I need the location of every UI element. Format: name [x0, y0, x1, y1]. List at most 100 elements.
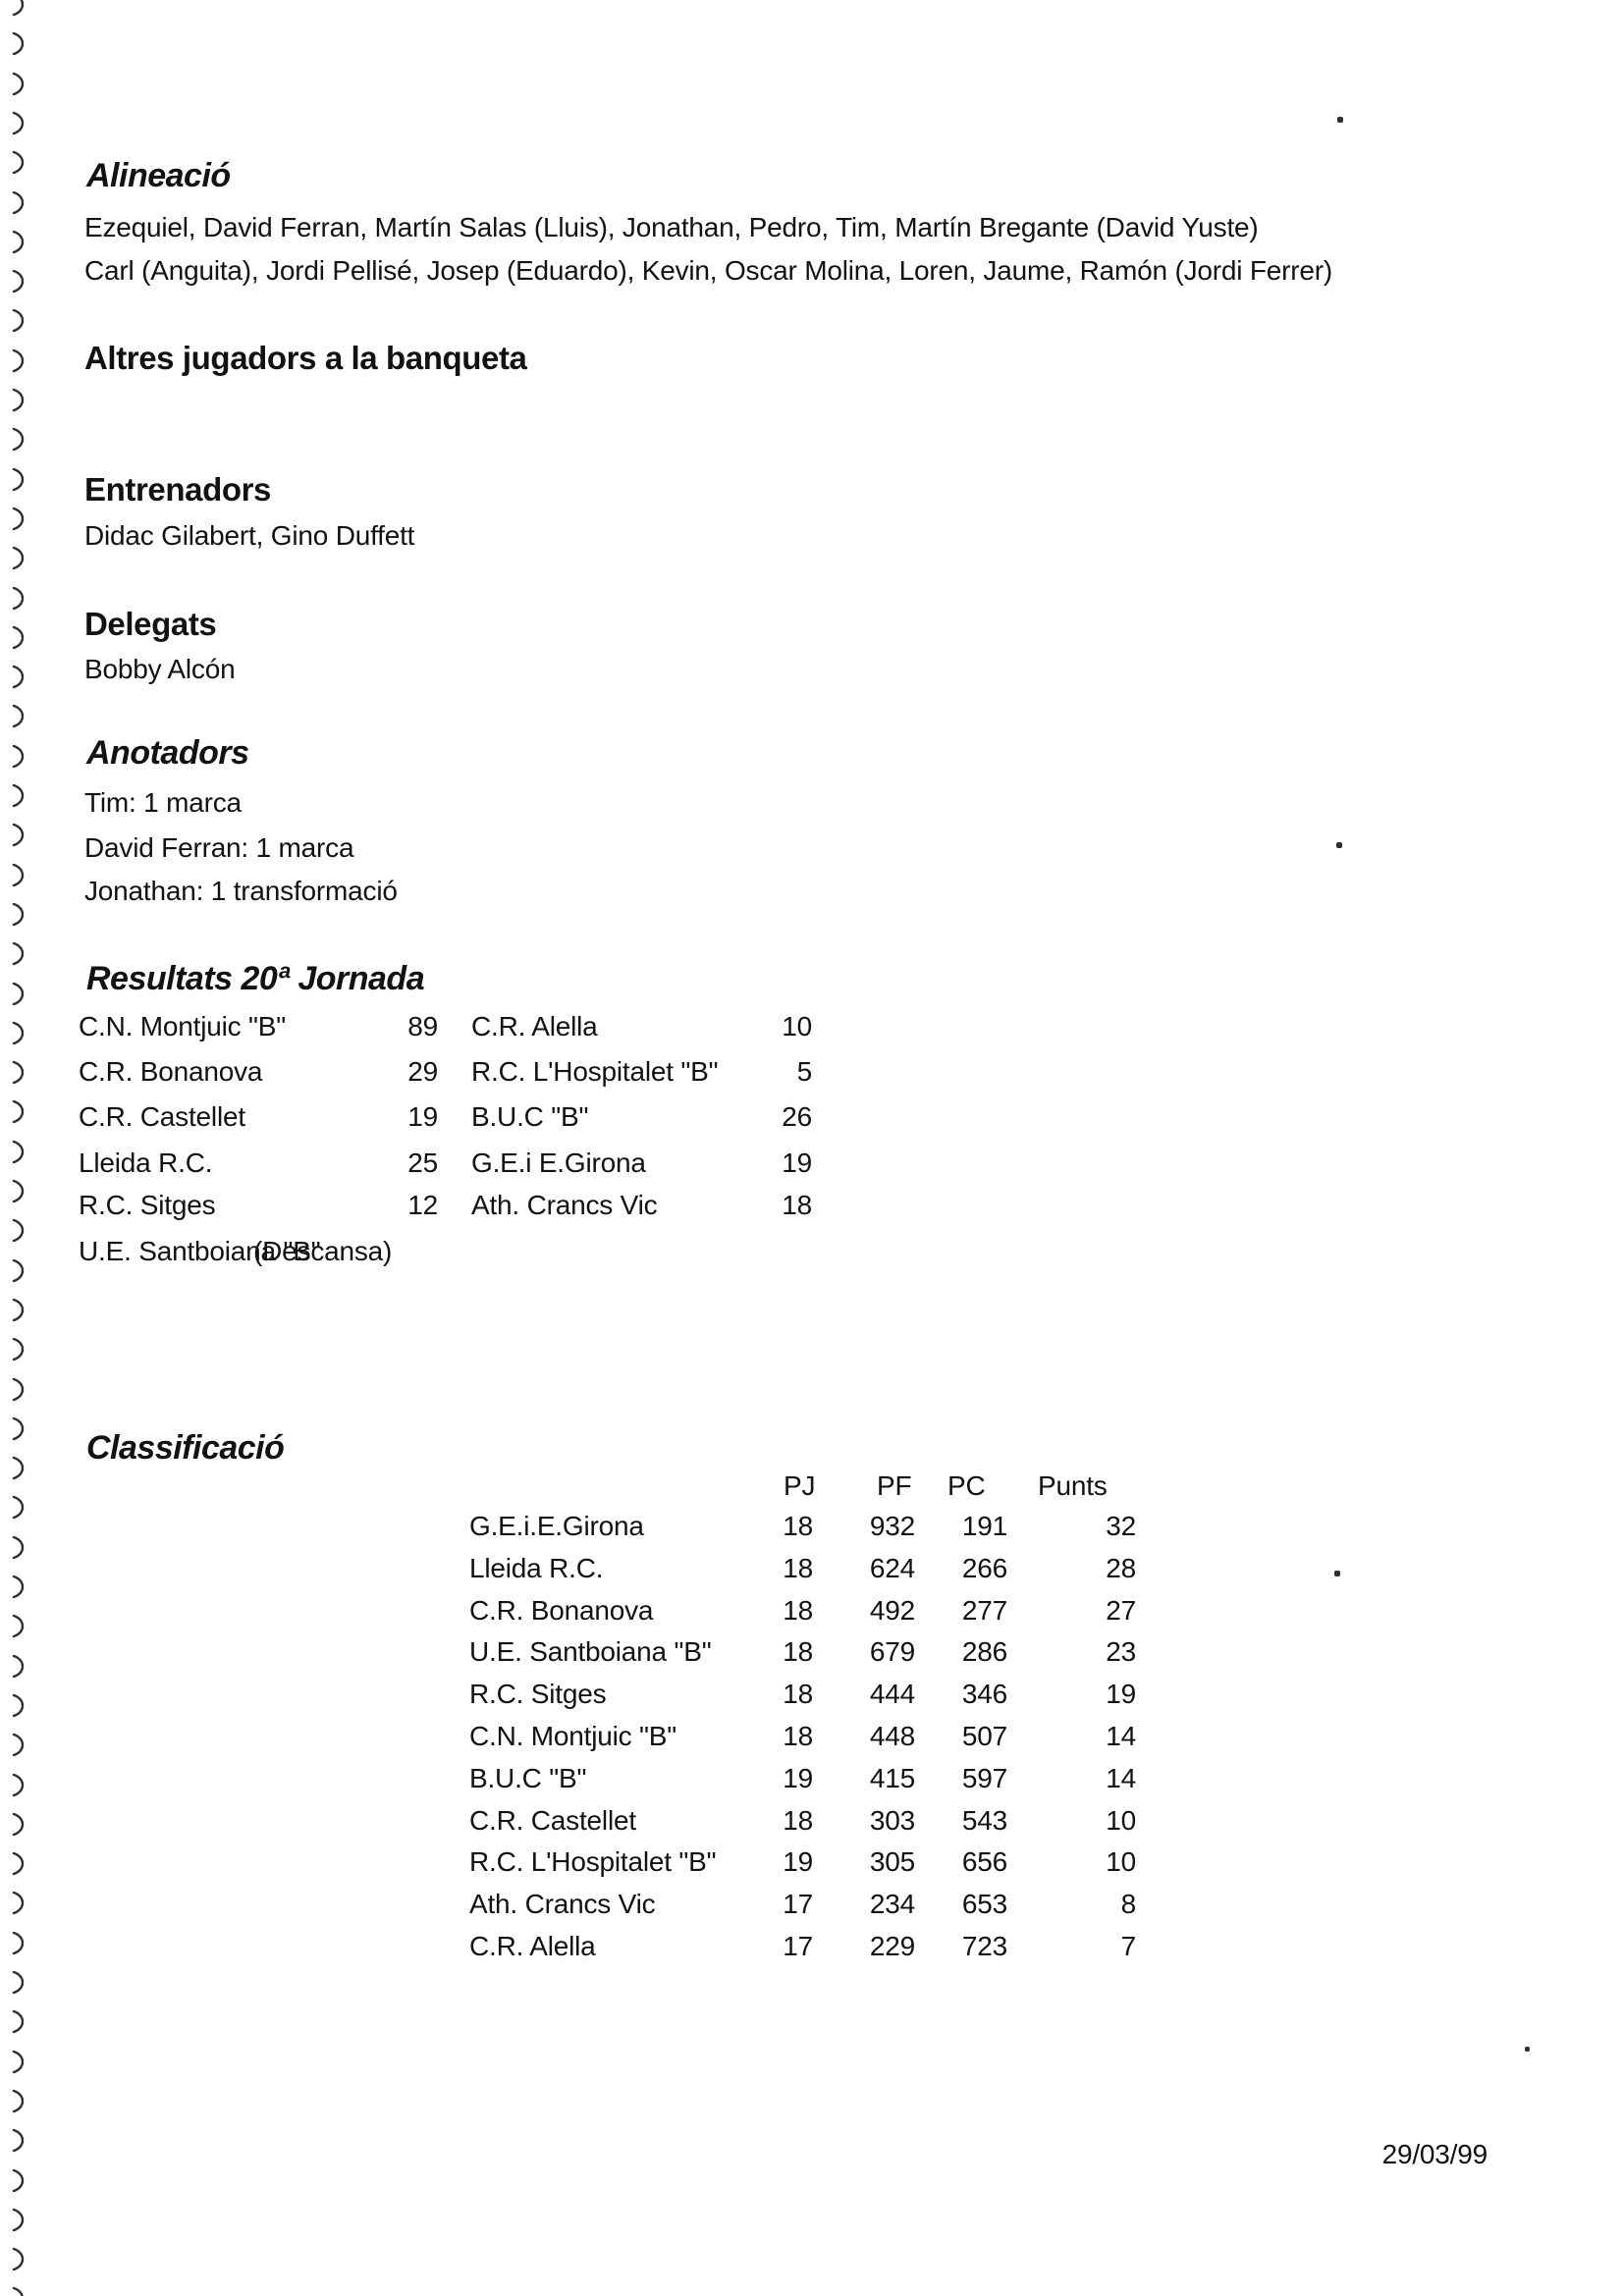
binding-mark	[11, 2286, 28, 2296]
team-name: R.C. Sitges	[469, 1679, 607, 1709]
match-row: Lleida R.C. 25 G.E.i E.Girona 19	[0, 1148, 1623, 1185]
binding-mark	[11, 2050, 28, 2074]
punts-value: 8	[1120, 1889, 1137, 1919]
pj-value: 18	[783, 1721, 813, 1751]
punts-value: 14	[1106, 1763, 1136, 1793]
pf-value: 492	[869, 1595, 915, 1626]
binding-mark	[11, 2247, 28, 2271]
binding-mark	[11, 941, 28, 966]
standings-row: U.E. Santboiana "B" 18 679 286 23	[0, 1636, 1623, 1674]
binding-mark	[11, 1060, 28, 1085]
pc-value: 277	[961, 1595, 1007, 1626]
team-name: C.N. Montjuic "B"	[469, 1721, 676, 1751]
binding-mark	[11, 72, 28, 96]
binding-mark	[11, 31, 28, 56]
standings-row: Ath. Crancs Vic 17 234 653 8	[0, 1889, 1623, 1926]
team-name: C.R. Alella	[469, 1931, 596, 1961]
away-score: 26	[782, 1101, 812, 1132]
standings-row: G.E.i.E.Girona 18 932 191 32	[0, 1511, 1623, 1548]
standings-row: C.R. Castellet 18 303 543 10	[0, 1805, 1623, 1842]
ink-speckle	[1334, 1571, 1340, 1576]
team-name: Ath. Crancs Vic	[469, 1889, 656, 1919]
binding-mark	[11, 1970, 28, 1995]
pc-value: 653	[961, 1889, 1007, 1919]
home-score: 89	[407, 1011, 438, 1041]
pc-value: 656	[961, 1846, 1007, 1877]
pj-value: 18	[783, 1595, 813, 1626]
team-name: R.C. L'Hospitalet "B"	[469, 1846, 717, 1877]
resultats-title: Resultats 20ª Jornada	[86, 960, 425, 997]
classificacio-title: Classificació	[86, 1429, 285, 1467]
binding-mark	[11, 902, 28, 927]
home-score: 19	[407, 1101, 438, 1132]
team-name: U.E. Santboiana "B"	[469, 1636, 712, 1667]
binding-mark	[11, 308, 28, 333]
entrenadors-title: Entrenadors	[84, 471, 271, 507]
binding-mark	[11, 1812, 28, 1837]
ink-speckle	[1337, 117, 1343, 123]
alineacio-line-2: Carl (Anguita), Jordi Pellisé, Josep (Ed…	[84, 255, 1333, 286]
binding-mark	[11, 625, 28, 650]
home-team: C.R. Bonanova	[79, 1056, 263, 1087]
binding-mark	[11, 388, 28, 412]
away-score: 19	[782, 1148, 812, 1178]
standings-row: R.C. L'Hospitalet "B" 19 305 656 10	[0, 1846, 1623, 1884]
binding-mark	[11, 1337, 28, 1362]
binding-mark	[11, 1535, 28, 1560]
pj-value: 19	[783, 1846, 813, 1877]
binding-mark	[11, 546, 28, 570]
pf-value: 415	[869, 1763, 915, 1793]
binding-mark	[11, 823, 28, 847]
pc-value: 597	[961, 1763, 1007, 1793]
away-team: C.R. Alella	[471, 1011, 598, 1041]
pj-value: 18	[783, 1805, 813, 1836]
binding-mark	[11, 783, 28, 808]
pc-value: 286	[961, 1636, 1007, 1667]
binding-mark	[11, 1851, 28, 1876]
col-header-punts: Punts	[1038, 1470, 1108, 1501]
pf-value: 444	[869, 1679, 915, 1709]
standings-row: C.R. Bonanova 18 492 277 27	[0, 1595, 1623, 1632]
binding-mark	[11, 507, 28, 531]
home-team: R.C. Sitges	[79, 1190, 216, 1220]
match-row: C.R. Castellet 19 B.U.C "B" 26	[0, 1101, 1623, 1139]
pc-value: 346	[961, 1679, 1007, 1709]
pf-value: 932	[869, 1511, 915, 1541]
binding-mark	[11, 1179, 28, 1203]
punts-value: 10	[1106, 1805, 1136, 1836]
binding-mark	[11, 2009, 28, 2034]
bye-team: U.E. Santboiana "B"	[79, 1236, 321, 1266]
team-name: B.U.C "B"	[469, 1763, 587, 1793]
pf-value: 303	[869, 1805, 915, 1836]
pc-value: 543	[961, 1805, 1007, 1836]
pc-value: 266	[961, 1553, 1007, 1583]
pf-value: 305	[869, 1846, 915, 1877]
punts-value: 10	[1106, 1846, 1136, 1877]
binding-mark	[11, 1575, 28, 1599]
binding-mark	[11, 1495, 28, 1520]
col-header-pf: PF	[877, 1470, 912, 1501]
pf-value: 234	[869, 1889, 915, 1919]
pf-value: 448	[869, 1721, 915, 1751]
team-name: C.R. Castellet	[469, 1805, 636, 1836]
binding-mark	[11, 467, 28, 492]
anotadors-title: Anotadors	[86, 734, 249, 772]
binding-mark	[11, 150, 28, 175]
delegats-names: Bobby Alcón	[84, 654, 236, 684]
binding-mark	[11, 586, 28, 611]
pj-value: 19	[783, 1763, 813, 1793]
match-row: R.C. Sitges 12 Ath. Crancs Vic 18	[0, 1190, 1623, 1227]
binding-mark	[11, 2208, 28, 2232]
away-score: 18	[782, 1190, 812, 1220]
bye-row: U.E. Santboiana "B" (Descansa)	[0, 1236, 1623, 1273]
binding-mark	[11, 269, 28, 294]
col-header-pc: PC	[947, 1470, 986, 1501]
match-row: C.R. Bonanova 29 R.C. L'Hospitalet "B" 5	[0, 1056, 1623, 1094]
pj-value: 18	[783, 1553, 813, 1583]
team-name: Lleida R.C.	[469, 1553, 604, 1583]
col-header-pj: PJ	[784, 1470, 816, 1501]
standings-row: C.R. Alella 17 229 723 7	[0, 1931, 1623, 1968]
binding-mark	[11, 0, 28, 17]
binding-mark	[11, 1258, 28, 1283]
pj-value: 17	[783, 1889, 813, 1919]
